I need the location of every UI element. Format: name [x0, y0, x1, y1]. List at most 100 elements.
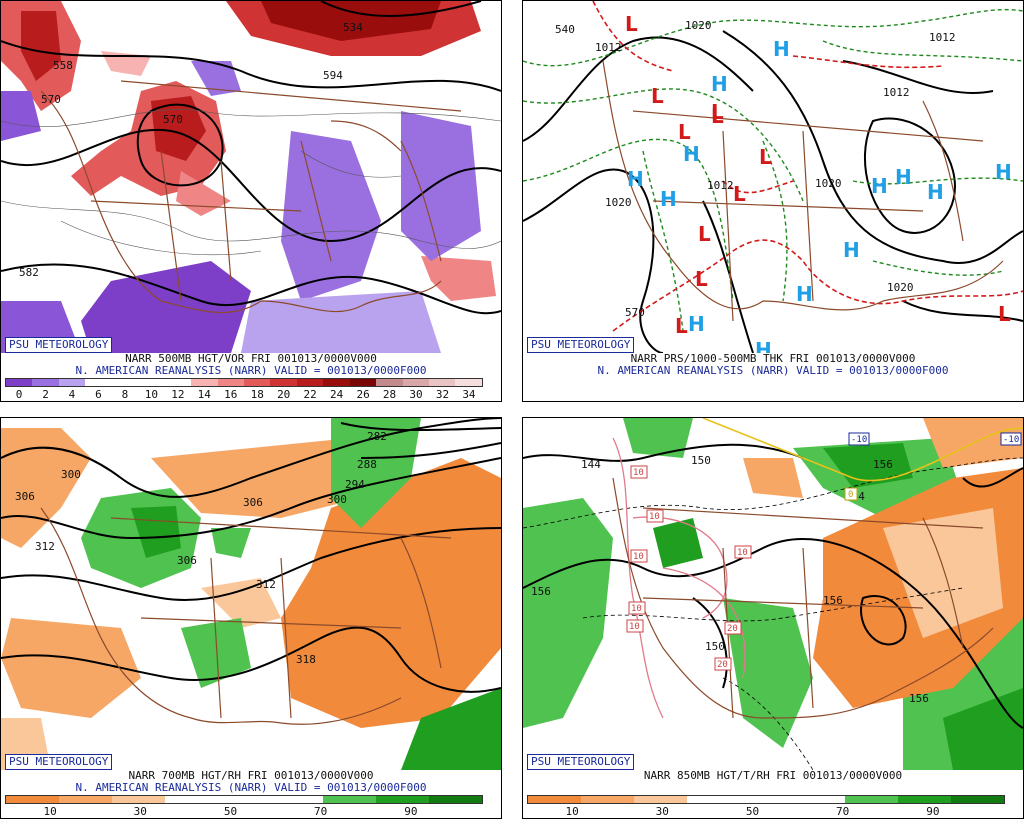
svg-text:L: L [711, 104, 724, 128]
vorticity-min-region [401, 111, 481, 261]
svg-text:L: L [698, 222, 711, 246]
colorbar-swatch [138, 379, 165, 386]
low-pressure-markers: L L L L L L L L L L L [625, 12, 1011, 338]
colorbar-tick-label: 6 [95, 388, 102, 401]
colorbar-tick-label: 2 [42, 388, 49, 401]
colorbar-tick-label: 28 [382, 388, 397, 401]
colorbar-swatch [296, 379, 324, 386]
psu-meteorology-label: PSU METEOROLOGY [527, 754, 635, 770]
colorbar-swatch [85, 379, 112, 386]
dry-region [1, 618, 141, 718]
colorbar-tick-label: 50 [745, 805, 760, 818]
colorbar-tick-label: 12 [171, 388, 185, 401]
colorbar-tick-label: 24 [329, 388, 344, 401]
colorbar-tick-label: 30 [409, 388, 423, 401]
svg-text:L: L [625, 12, 638, 36]
valid-time-line: N. AMERICAN REANALYSIS (NARR) VALID = 00… [75, 364, 427, 377]
colorbar-tick-label: 34 [462, 388, 476, 401]
colorbar-tick-label: 26 [356, 388, 370, 401]
svg-text:L: L [651, 84, 664, 108]
svg-text:H: H [627, 167, 644, 191]
map-850mb [523, 418, 1023, 770]
svg-text:H: H [796, 282, 813, 306]
colorbar-tick-label: 0 [15, 388, 23, 401]
colorbar-tick-label: 30 [655, 805, 669, 818]
colorbar-tick-label: 70 [836, 805, 850, 818]
colorbar-swatch [191, 379, 218, 386]
panel-500mb-vorticity: 534 558 570 570 582 594 PSU METEOROLOGY … [0, 0, 502, 402]
valid-time-line: N. AMERICAN REANALYSIS (NARR) VALID = 00… [75, 781, 427, 794]
dry-region [1, 428, 91, 548]
colorbar-swatch [32, 379, 59, 386]
colorbar-tick-label: 10 [144, 388, 158, 401]
moist-region [523, 498, 613, 728]
colorbar-tick-label: 90 [926, 805, 940, 818]
colorbar-swatch [270, 796, 324, 803]
colorbar-swatch [686, 796, 740, 803]
vorticity-min-region [1, 91, 41, 141]
panel-850mb-temp-rh: 144 150 144 156 156 156 150 156 -10 -10 … [522, 417, 1024, 819]
svg-text:L: L [733, 182, 746, 206]
svg-text:L: L [675, 314, 688, 338]
map-500mb [1, 1, 501, 353]
colorbar-swatch [349, 379, 377, 386]
colorbar-swatch [111, 379, 139, 386]
svg-text:H: H [871, 174, 888, 198]
vorticity-colorbar [5, 378, 483, 387]
colorbar-swatch [376, 379, 403, 386]
colorbar-tick-label: 22 [303, 388, 317, 401]
colorbar-tick-label: 90 [404, 805, 418, 818]
svg-text:H: H [895, 165, 912, 189]
colorbar-tick-label: 70 [314, 805, 328, 818]
colorbar-tick-label: 10 [565, 805, 579, 818]
colorbar-swatch [898, 796, 952, 803]
high-pressure-markers: H H H H H H H H H H H H H [627, 37, 1012, 353]
colorbar-swatch [270, 379, 297, 386]
vorticity-min-region [281, 131, 381, 301]
vorticity-min-region [81, 261, 251, 353]
panel-700mb-rh: 282 288 294 300 300 306 306 312 306 312 … [0, 417, 502, 819]
colorbar-swatch [455, 379, 482, 386]
colorbar-swatch [58, 796, 112, 803]
colorbar-swatch [164, 379, 192, 386]
svg-text:H: H [660, 187, 677, 211]
moist-region [723, 598, 813, 748]
moist-region [401, 688, 501, 770]
svg-text:H: H [995, 160, 1012, 184]
colorbar-swatch [6, 796, 59, 803]
svg-text:L: L [759, 145, 772, 169]
rh-colorbar [527, 795, 1005, 804]
rh-colorbar-ticks: 10 30 50 70 90 [5, 806, 483, 818]
svg-text:L: L [711, 100, 724, 124]
valid-time-line: N. AMERICAN REANALYSIS (NARR) VALID = 00… [597, 364, 949, 377]
colorbar-tick-label: 18 [250, 388, 264, 401]
colorbar-swatch [217, 379, 244, 386]
colorbar-tick-label: 8 [121, 388, 129, 401]
colorbar-swatch [243, 379, 271, 386]
svg-text:L: L [695, 267, 708, 291]
colorbar-tick-label: 14 [197, 388, 211, 401]
colorbar-tick-label: 32 [435, 388, 450, 401]
colorbar-swatch [633, 796, 687, 803]
colorbar-swatch [323, 379, 350, 386]
colorbar-swatch [951, 796, 1005, 803]
colorbar-swatch [164, 796, 218, 803]
colorbar-swatch [402, 379, 429, 386]
product-title: NARR 850MB HGT/T/RH FRI 001013/0000V000 [643, 769, 903, 782]
map-pressure-thickness: L L L L L L L L L L L H H H H H H H H H … [523, 1, 1023, 353]
svg-text:H: H [711, 72, 728, 96]
psu-meteorology-label: PSU METEOROLOGY [5, 754, 113, 770]
moist-region [331, 418, 421, 528]
psu-meteorology-label: PSU METEOROLOGY [527, 337, 635, 353]
rh-colorbar-ticks: 10 30 50 70 90 [527, 806, 1005, 818]
colorbar-swatch [6, 379, 33, 386]
rh-colorbar [5, 795, 483, 804]
svg-text:H: H [927, 180, 944, 204]
svg-text:L: L [678, 120, 691, 144]
product-title: NARR PRS/1000-500MB THK FRI 001013/0000V… [630, 352, 916, 365]
svg-text:H: H [843, 238, 860, 262]
svg-text:H: H [773, 37, 790, 61]
svg-text:L: L [998, 302, 1011, 326]
svg-text:H: H [683, 142, 700, 166]
psu-meteorology-label: PSU METEOROLOGY [5, 337, 113, 353]
